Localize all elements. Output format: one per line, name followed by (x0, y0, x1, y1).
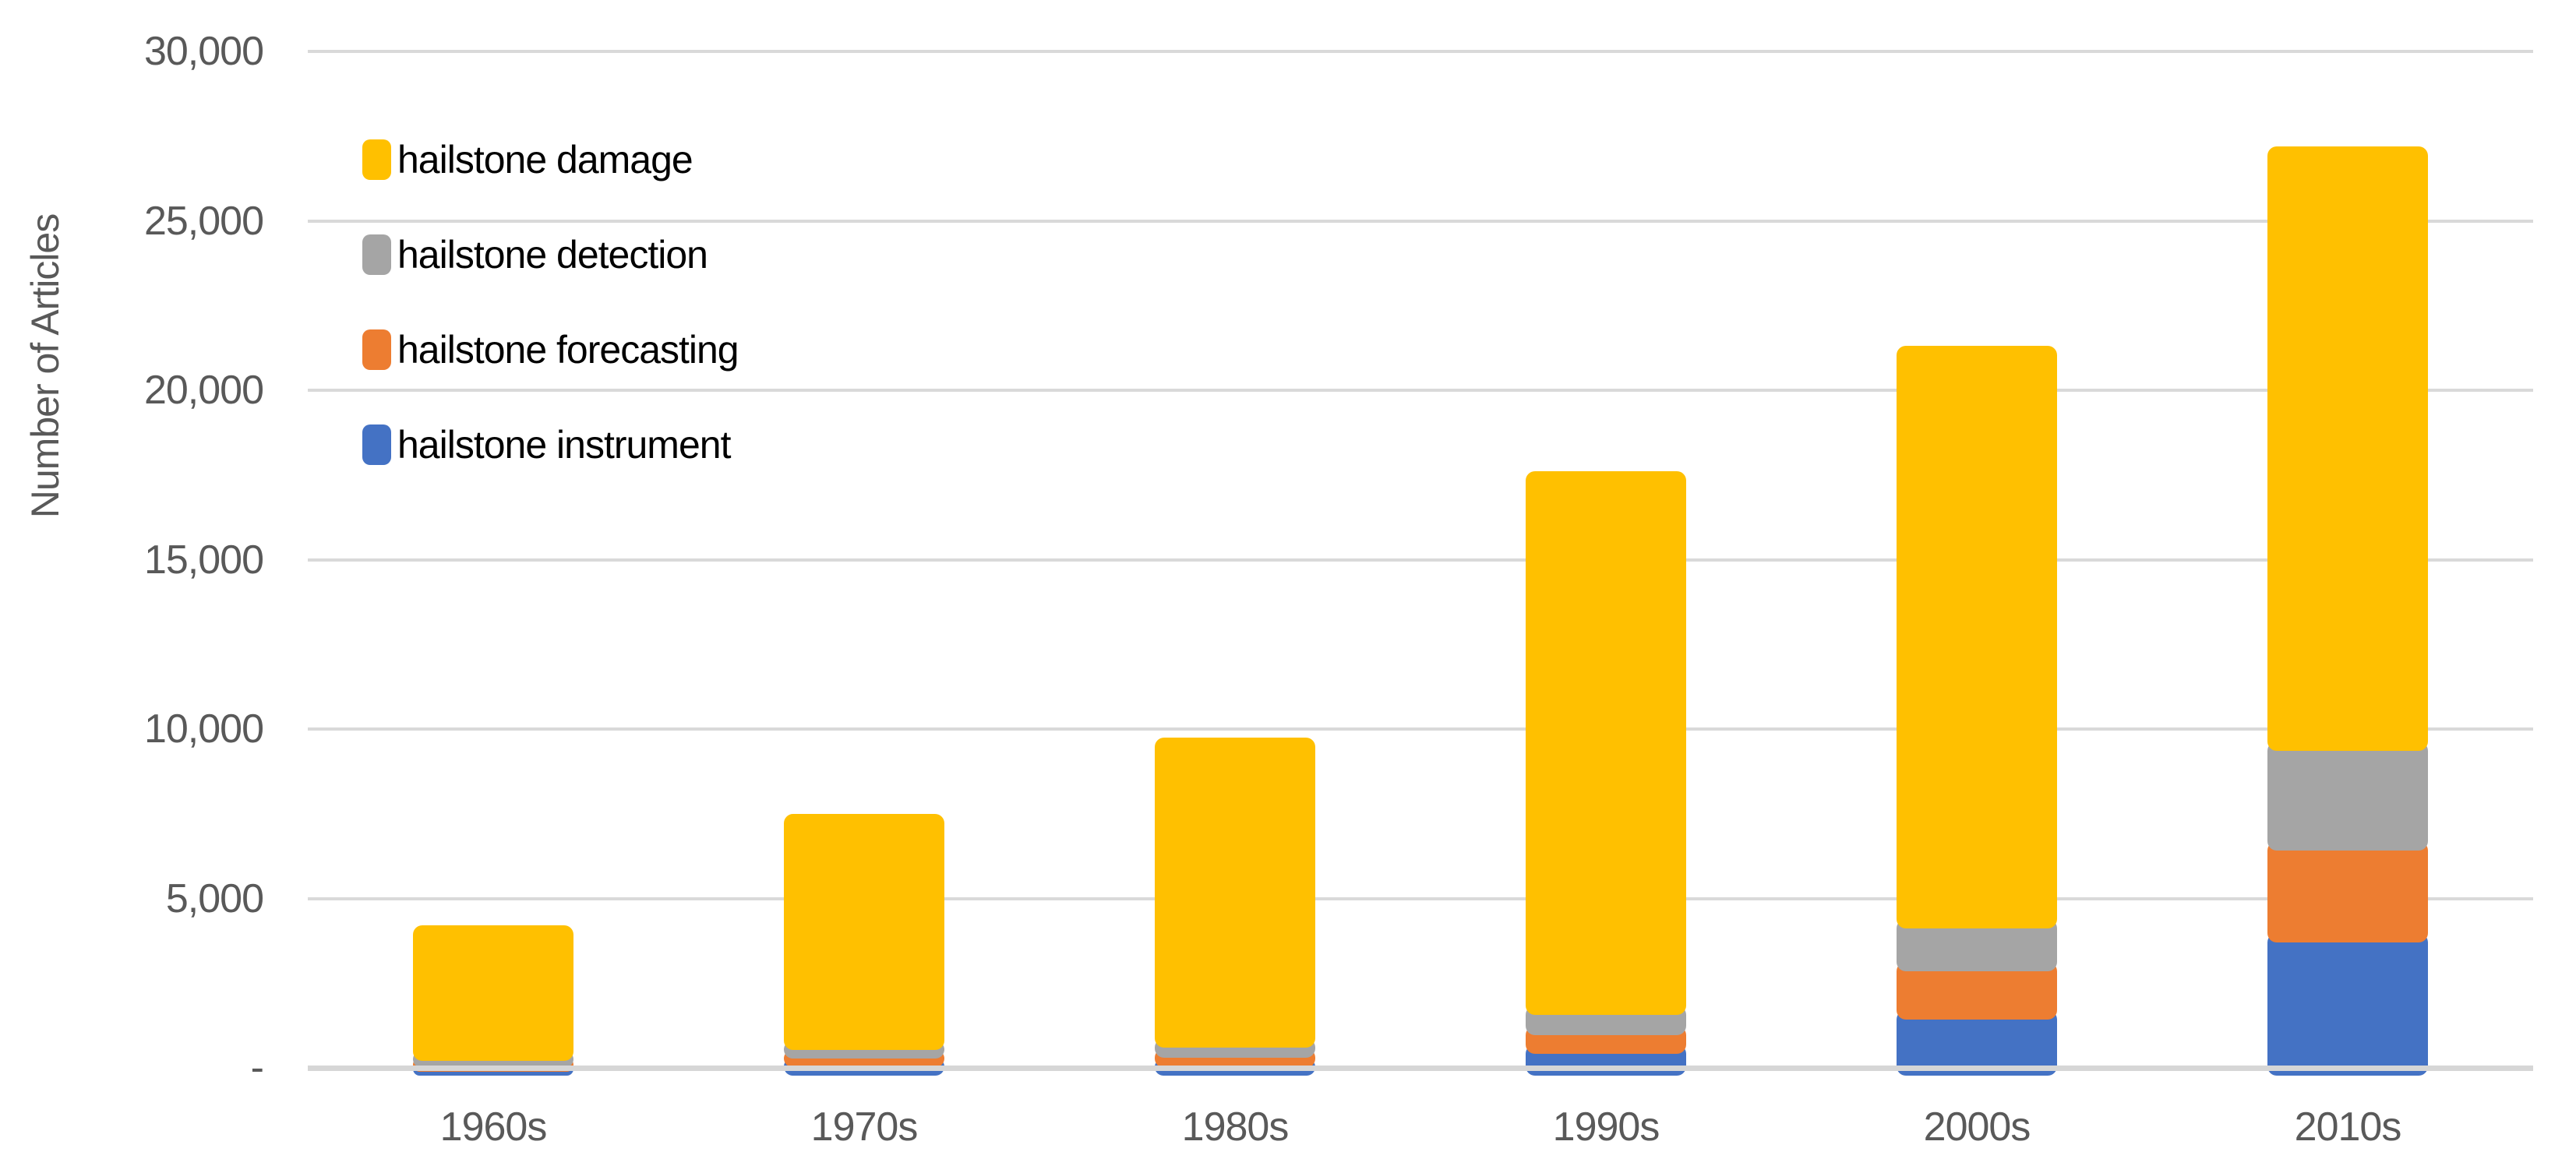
y-tick-label-25000: 25,000 (143, 198, 264, 244)
x-axis-line (308, 1066, 2533, 1071)
legend-item-hailstone-forecasting: hailstone forecasting (362, 302, 739, 397)
y-tick-label-30000: 30,000 (143, 29, 264, 74)
gridline-25000 (308, 219, 2533, 223)
bar-2000s-segment-hailstone-instrument (1897, 1010, 2057, 1076)
legend-label: hailstone forecasting (397, 328, 739, 372)
bar-2010s-segment-hailstone-forecasting (2267, 841, 2428, 943)
bar-2000s-segment-hailstone-forecasting (1897, 962, 2057, 1020)
x-axis-label-2000s: 2000s (1923, 1104, 2031, 1150)
legend-item-hailstone-instrument: hailstone instrument (362, 397, 739, 492)
bar-2000s-segment-hailstone-damage (1897, 346, 2057, 928)
bar-1990s-segment-hailstone-damage (1526, 471, 1686, 1016)
bar-2010s-segment-hailstone-detection (2267, 741, 2428, 851)
x-axis-label-1970s: 1970s (810, 1104, 919, 1150)
bar-2010s-segment-hailstone-instrument (2267, 933, 2428, 1076)
x-axis-label-1960s: 1960s (439, 1104, 548, 1150)
bar-1960s-segment-hailstone-damage (413, 925, 573, 1062)
y-tick-label-0: - (250, 1045, 264, 1090)
x-axis-label-1980s: 1980s (1181, 1104, 1290, 1150)
gridline-20000 (308, 389, 2533, 392)
legend-item-hailstone-damage: hailstone damage (362, 112, 739, 207)
y-tick-label-10000: 10,000 (143, 706, 264, 752)
y-tick-label-20000: 20,000 (143, 368, 264, 413)
legend-swatch-hailstone-instrument (362, 424, 391, 465)
legend-swatch-hailstone-forecasting (362, 329, 391, 370)
gridline-10000 (308, 727, 2533, 731)
y-tick-label-15000: 15,000 (143, 537, 264, 583)
legend-label: hailstone damage (397, 138, 693, 181)
y-axis-title: Number of Articles (23, 213, 67, 519)
gridline-15000 (308, 558, 2533, 562)
legend-swatch-hailstone-detection (362, 234, 391, 275)
bar-2010s-segment-hailstone-damage (2267, 146, 2428, 752)
legend-item-hailstone-detection: hailstone detection (362, 207, 739, 302)
gridline-30000 (308, 50, 2533, 53)
legend-swatch-hailstone-damage (362, 139, 391, 180)
legend: hailstone damage hailstone detection hails… (362, 112, 739, 492)
legend-label: hailstone detection (397, 233, 708, 277)
bar-1980s-segment-hailstone-damage (1155, 737, 1315, 1048)
bar-1970s-segment-hailstone-damage (784, 813, 944, 1051)
legend-label: hailstone instrument (397, 423, 731, 467)
x-axis-label-2010s: 2010s (2294, 1104, 2402, 1150)
gridline-5000 (308, 896, 2533, 900)
y-tick-label-5000: 5,000 (165, 875, 264, 921)
x-axis-label-1990s: 1990s (1552, 1104, 1660, 1150)
